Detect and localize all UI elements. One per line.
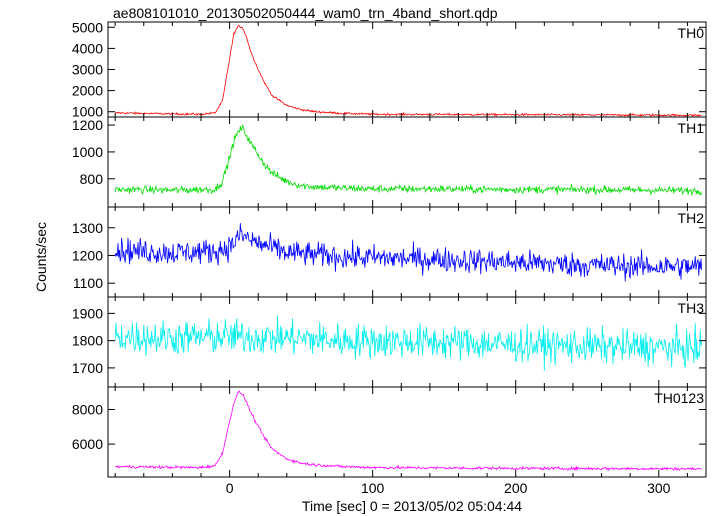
x-tick-label: 200: [504, 480, 528, 496]
y-tick-label: 3000: [72, 62, 103, 78]
y-tick-label: 1100: [73, 275, 103, 291]
panel-label: TH0123: [654, 390, 704, 406]
y-tick-label: 1300: [72, 220, 103, 236]
y-tick-label: 4000: [72, 40, 103, 56]
series-line-th2: [114, 223, 703, 282]
series-line-th0: [115, 24, 702, 117]
y-tick-label: 8000: [72, 402, 103, 418]
panel-label: TH2: [678, 210, 705, 226]
y-tick-label: 1900: [72, 305, 103, 321]
panel-th2: 1100 1200 1300 TH2: [72, 206, 707, 298]
y-tick-label: 1200: [72, 117, 103, 133]
y-tick-label: 1000: [72, 104, 103, 120]
panel-frame: [107, 21, 707, 118]
y-tick-label: 1800: [72, 333, 103, 349]
panel-th1: 800 1000 1200 TH1: [72, 116, 707, 208]
x-tick-label: 100: [361, 480, 385, 496]
series-line-th0123: [115, 390, 702, 472]
y-tick-label: 5000: [72, 19, 103, 35]
panel-frame: [107, 386, 707, 478]
y-tick-label: 6000: [72, 436, 103, 452]
panel-label: TH3: [678, 300, 705, 316]
panel-frame: [107, 116, 707, 208]
x-axis-label: Time [sec] 0 = 2013/05/02 05:04:44: [302, 498, 522, 514]
y-tick-label: 2000: [72, 83, 103, 99]
y-tick-label: 1000: [72, 144, 103, 160]
panel-th0123: 6000 8000 TH0123: [72, 386, 707, 478]
y-tick-label: 1200: [72, 247, 103, 263]
panel-label: TH1: [678, 120, 705, 136]
series-line-th3: [114, 315, 703, 372]
series-line-th1: [114, 124, 703, 196]
y-tick-label: 1700: [72, 360, 103, 376]
x-tick-label: 0: [226, 480, 234, 496]
panel-label: TH0: [678, 25, 705, 41]
chart-title: ae808101010_20130502050444_wam0_trn_4ban…: [113, 5, 498, 21]
x-tick-label: 300: [647, 480, 671, 496]
panel-frame: [107, 206, 707, 298]
panel-th3: 1700 1800 1900 TH3: [72, 296, 707, 388]
y-tick-label: 800: [80, 171, 104, 187]
y-axis-label: Counts/sec: [33, 222, 49, 292]
panel-th0: 1000 2000 3000 4000 5000 TH0: [72, 19, 707, 120]
